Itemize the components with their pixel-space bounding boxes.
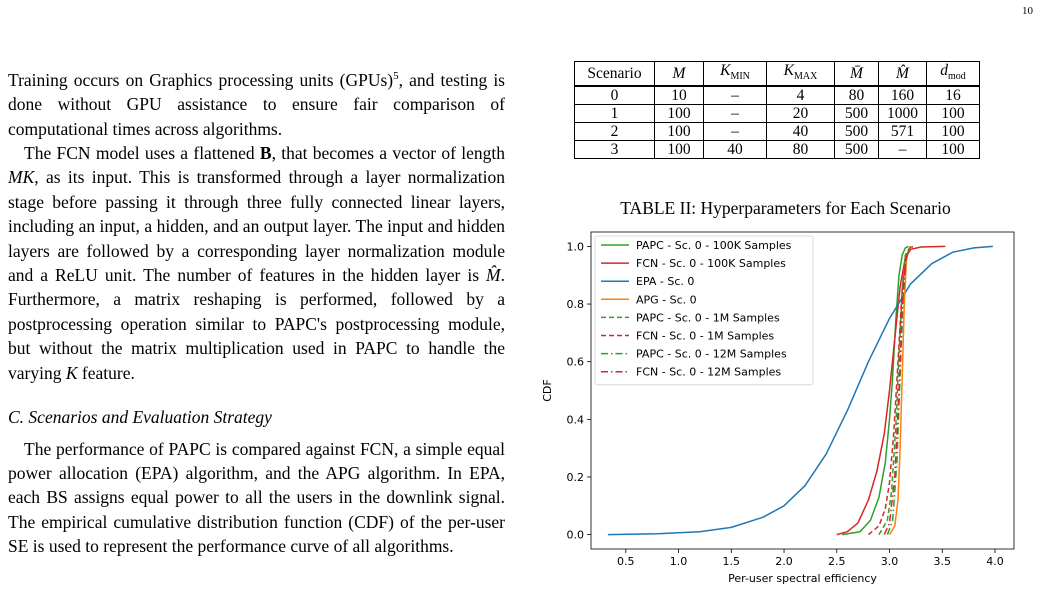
cdf-chart: 0.5 1.0 1.5 2.0 2.5 3.0 3.5 4.0 0.0 0.2 0.4 0.6 0.8 1… — [541, 231, 1015, 585]
series-line — [607, 245, 993, 536]
x-tick-label: 2.5 — [828, 555, 846, 568]
series-line — [836, 245, 946, 536]
y-tick-label: 0.2 — [567, 471, 585, 484]
section-heading: C. Scenarios and Evaluation Strategy — [8, 407, 272, 428]
header-kmax: KMAX — [766, 61, 835, 88]
legend-box — [594, 235, 814, 386]
table-row: 1 100 – 20 500 1000 100 — [574, 104, 980, 124]
cell-m: 10 — [654, 85, 704, 106]
cell-kmin: – — [703, 104, 767, 124]
paragraph-training: Training occurs on Graphics processing u… — [8, 64, 505, 141]
x-tick-label: 0.5 — [617, 555, 635, 568]
x-tick-label: 2.0 — [775, 555, 793, 568]
paragraph-text: . Furthermore, a matrix reshaping is per… — [8, 265, 505, 383]
x-tick-label: 1.5 — [723, 555, 741, 568]
table-row: 0 10 – 4 80 160 16 — [574, 85, 980, 106]
y-tick-label: 0.4 — [567, 413, 585, 426]
header-mbar: M̄ — [834, 61, 879, 88]
cell-dmod: 100 — [926, 122, 980, 142]
y-axis-label: CDF — [541, 379, 554, 401]
legend-label: EPA - Sc. 0 — [636, 275, 694, 288]
y-tick-label: 0.6 — [567, 356, 585, 369]
cell-dmod: 100 — [926, 104, 980, 124]
math-symbol-B: B — [259, 143, 272, 164]
cell-dmod: 16 — [926, 85, 980, 106]
footnote-ref: 5 — [393, 70, 399, 82]
paragraph-text: , that becomes a vector of length — [271, 143, 505, 164]
cell-dmod: 100 — [926, 140, 980, 160]
math-symbol-K: K — [65, 362, 78, 383]
x-axis-label: Per-user spectral efficiency — [728, 572, 877, 585]
header-dmod: dmod — [926, 61, 980, 88]
header-mhat: M̂ — [878, 61, 927, 88]
cell-m: 100 — [654, 122, 704, 142]
y-tick-label: 0.0 — [567, 529, 585, 542]
math-symbol-MK: MK — [8, 167, 35, 188]
cell-kmax: 40 — [766, 122, 835, 142]
hyperparameter-table: Scenario M KMIN KMAX M̄ M̂ dmod 0 10 – 4… — [574, 61, 980, 160]
x-tick-label: 4.0 — [986, 555, 1004, 568]
cell-mbar: 500 — [834, 140, 879, 160]
cell-scenario: 3 — [574, 140, 655, 160]
cell-mbar: 500 — [834, 122, 879, 142]
x-tick-label: 3.5 — [934, 555, 952, 568]
table-row: 3 100 40 80 500 – 100 — [574, 140, 980, 160]
series-line — [841, 245, 909, 536]
cell-scenario: 0 — [574, 85, 655, 106]
header-kmin-base: K — [720, 62, 731, 79]
cell-kmin: – — [703, 122, 767, 142]
paragraph-text: feature. — [77, 362, 135, 383]
cell-kmax: 4 — [766, 85, 835, 106]
legend-label: FCN - Sc. 0 - 1M Samples — [636, 330, 774, 343]
legend-label: FCN - Sc. 0 - 12M Samples — [636, 366, 781, 379]
cell-mhat: 1000 — [878, 104, 927, 124]
table-row: 2 100 – 40 500 571 100 — [574, 122, 980, 142]
x-tick-label: 1.0 — [670, 555, 688, 568]
cell-mbar: 80 — [834, 85, 879, 106]
cell-kmin: 40 — [703, 140, 767, 160]
plot-frame — [590, 231, 1015, 550]
cell-kmax: 20 — [766, 104, 835, 124]
table-header-row: Scenario M KMIN KMAX M̄ M̂ dmod — [574, 61, 980, 88]
legend-label: PAPC - Sc. 0 - 12M Samples — [636, 348, 787, 361]
left-column-text: Training occurs on Graphics processing u… — [8, 64, 505, 559]
x-tick-label: 3.0 — [881, 555, 899, 568]
cell-mhat: 571 — [878, 122, 927, 142]
legend-label: APG - Sc. 0 — [636, 293, 697, 306]
cell-m: 100 — [654, 140, 704, 160]
y-tick-label: 0.8 — [567, 298, 585, 311]
paragraph-text: , and testing is done without GPU assist… — [8, 69, 505, 139]
series-line — [883, 246, 912, 535]
header-dmod-sub: mod — [947, 71, 966, 83]
y-tick-label: 1.0 — [567, 240, 585, 253]
header-scenario: Scenario — [574, 61, 655, 88]
cell-kmax: 80 — [766, 140, 835, 160]
paragraph-fcn-model: The FCN model uses a flattened B, that b… — [8, 141, 505, 385]
series-line — [878, 246, 912, 535]
legend-label: PAPC - Sc. 0 - 100K Samples — [636, 239, 792, 252]
cell-scenario: 2 — [574, 122, 655, 142]
legend-label: PAPC - Sc. 0 - 1M Samples — [636, 311, 780, 324]
header-kmax-base: K — [783, 62, 794, 79]
cell-mhat: – — [878, 140, 927, 160]
header-kmax-sub: MAX — [794, 71, 818, 83]
cell-mhat: 160 — [878, 85, 927, 106]
header-m: M — [654, 61, 704, 88]
table-caption: TABLE II: Hyperparameters for Each Scena… — [620, 198, 951, 218]
legend-label: FCN - Sc. 0 - 100K Samples — [636, 257, 786, 270]
cell-m: 100 — [654, 104, 704, 124]
header-kmin-sub: MIN — [730, 71, 750, 83]
math-symbol-Mhat: M̂ — [486, 265, 501, 286]
cell-scenario: 1 — [574, 104, 655, 124]
cell-kmin: – — [703, 85, 767, 106]
header-dmod-base: d — [940, 62, 948, 79]
paragraph-text: Training occurs on Graphics processing u… — [8, 69, 394, 90]
paragraph-performance: The performance of PAPC is compared agai… — [8, 438, 505, 557]
paragraph-text: , as its input. This is transformed thro… — [8, 167, 505, 286]
header-kmin: KMIN — [703, 61, 767, 88]
page-number: 10 — [1022, 5, 1033, 17]
cell-mbar: 500 — [834, 104, 879, 124]
paragraph-text: The FCN model uses a flattened — [24, 143, 260, 164]
series-line — [867, 245, 914, 536]
